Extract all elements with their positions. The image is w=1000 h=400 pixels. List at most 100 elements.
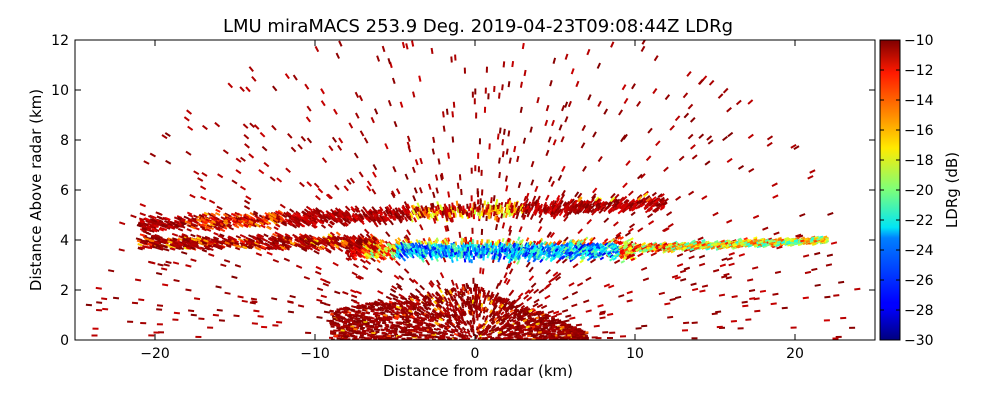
radar-gate: [303, 208, 310, 214]
radar-gate: [200, 195, 207, 201]
radar-gate: [548, 176, 553, 183]
radar-gate: [370, 320, 375, 324]
radar-gate: [614, 193, 620, 199]
radar-gate: [510, 299, 517, 306]
radar-gate: [201, 124, 208, 131]
radar-gate: [344, 306, 350, 310]
radar-gate: [509, 330, 514, 334]
radar-gate: [418, 327, 423, 330]
radar-gate: [516, 321, 521, 325]
radar-gate: [726, 257, 733, 261]
radar-gate: [101, 297, 108, 301]
radar-gate: [572, 326, 578, 329]
radar-gate: [173, 279, 180, 283]
radar-gate: [406, 135, 411, 142]
radar-gate: [208, 253, 215, 257]
radar-gate: [243, 205, 251, 210]
radar-gate: [482, 309, 486, 314]
radar-gate: [462, 330, 468, 335]
radar-gate: [526, 296, 533, 302]
data-marks: [85, 40, 861, 340]
radar-gate: [508, 157, 512, 164]
radar-gate: [466, 284, 470, 289]
radar-gate: [548, 278, 555, 284]
radar-gate: [376, 321, 381, 325]
radar-gate: [500, 311, 505, 316]
radar-gate: [500, 297, 505, 303]
radar-gate: [738, 253, 746, 257]
radar-gate: [163, 247, 170, 252]
radar-gate: [290, 146, 297, 153]
radar-gate: [555, 326, 560, 329]
radar-gate: [419, 316, 425, 321]
radar-gate: [251, 300, 258, 304]
radar-gate: [491, 320, 496, 326]
radar-gate: [334, 310, 340, 314]
radar-gate: [555, 321, 560, 325]
radar-gate: [560, 325, 565, 329]
radar-gate: [811, 267, 818, 272]
radar-gate: [636, 100, 642, 107]
radar-gate: [501, 330, 507, 334]
radar-gate: [607, 312, 614, 316]
radar-gate: [501, 151, 505, 158]
radar-gate: [728, 252, 735, 256]
radar-gate: [378, 312, 384, 316]
radar-gate: [514, 201, 519, 207]
radar-gate: [257, 315, 264, 318]
radar-gate: [719, 263, 727, 268]
radar-gate: [770, 302, 777, 306]
radar-gate: [403, 268, 410, 274]
radar-gate: [183, 215, 189, 220]
radar-gate: [320, 294, 327, 299]
radar-gate: [688, 190, 695, 196]
radar-gate: [357, 304, 363, 308]
radar-gate: [444, 299, 449, 304]
radar-gate: [495, 297, 499, 302]
radar-gate: [388, 320, 393, 324]
radar-gate: [461, 302, 465, 307]
radar-gate: [431, 292, 436, 298]
radar-gate: [474, 334, 478, 339]
radar-gate: [406, 318, 412, 322]
radar-gate: [395, 310, 401, 314]
radar-gate: [338, 307, 344, 311]
radar-gate: [186, 228, 192, 232]
radar-gate: [572, 263, 579, 269]
radar-gate: [287, 310, 295, 314]
radar-gate: [233, 224, 240, 229]
radar-gate: [385, 231, 391, 238]
radar-gate: [802, 254, 810, 258]
radar-gate: [618, 109, 624, 116]
radar-gate: [642, 277, 650, 282]
radar-gate: [392, 303, 397, 307]
radar-gate: [508, 229, 513, 236]
radar-gate: [411, 166, 416, 174]
radar-gate: [443, 332, 449, 335]
radar-gate: [325, 193, 332, 200]
radar-gate: [189, 193, 196, 199]
radar-gate: [401, 328, 406, 332]
radar-gate: [365, 311, 370, 315]
radar-gate: [187, 125, 194, 131]
radar-gate: [495, 224, 499, 231]
radar-gate: [516, 323, 521, 327]
radar-gate: [354, 91, 360, 99]
radar-gate: [774, 270, 782, 274]
radar-gate: [568, 326, 573, 329]
radar-gate: [306, 137, 313, 144]
radar-gate: [306, 105, 312, 112]
radar-gate: [243, 199, 251, 205]
radar-gate: [443, 327, 449, 331]
radar-gate: [741, 300, 748, 304]
radar-gate: [233, 314, 240, 318]
radar-gate: [501, 84, 504, 91]
radar-gate: [333, 311, 338, 315]
radar-gate: [411, 328, 416, 332]
radar-gate: [250, 297, 258, 301]
radar-gate: [361, 308, 367, 312]
radar-gate: [482, 299, 486, 305]
radar-gate: [340, 317, 346, 320]
radar-gate: [222, 149, 229, 155]
radar-gate: [686, 70, 692, 77]
